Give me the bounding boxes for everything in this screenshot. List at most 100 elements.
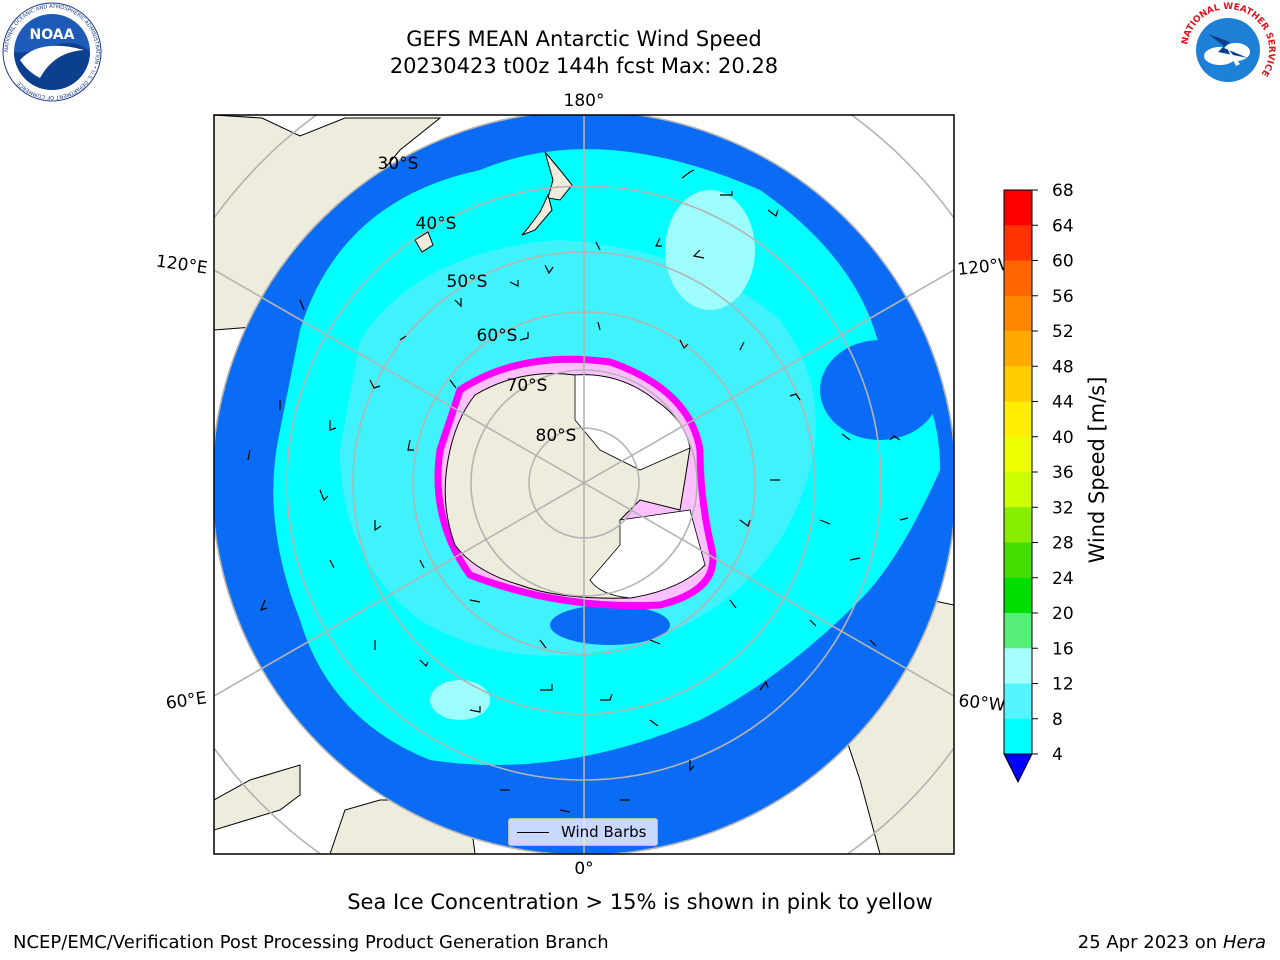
wind-barb [509,280,519,287]
nws-logo: NATIONAL WEATHER SERVICE [1179,1,1277,99]
wind-barb [369,379,381,389]
colorbar-tick-label: 12 [1052,675,1074,695]
wind-barb [299,299,305,311]
wind-barb [819,519,831,525]
legend-line-sample [517,832,549,833]
wind-barb [419,659,429,668]
colorbar-segment [1004,190,1032,226]
wind-barb [692,249,705,259]
colorbar-segment [1004,472,1032,508]
colorbar-segment [1004,225,1032,261]
noaa-logo: NATIONAL OCEANIC AND ATMOSPHERIC ADMINIS… [2,2,102,102]
wind-barb-legend: Wind Barbs [508,818,658,846]
colorbar-tick-label: 20 [1052,604,1074,624]
wind-barb [809,619,817,627]
wind-speed-16-20-patch-2 [430,680,490,720]
colorbar-segment [1004,295,1032,332]
lat-label-40s: 40°S [416,214,457,234]
lon-label-120e: 120°E [155,252,209,279]
colorbar-extend-arrow [1003,753,1033,784]
wind-barb [869,639,877,647]
wind-barb [841,433,851,441]
wind-speed-low-patch [820,340,940,440]
wind-barb [729,599,737,609]
wind-barb [759,680,769,691]
wind-barb [681,169,695,179]
colorbar-tick-label: 56 [1052,287,1074,307]
wind-barb [407,439,414,451]
colorbar-tick-label: 16 [1052,639,1074,659]
wind-barb [595,241,601,251]
wind-speed-low-patch-2 [550,605,670,645]
legend-label: Wind Barbs [561,823,647,841]
wind-barb [469,706,481,713]
wind-barb [329,559,335,569]
colorbar: 68 64 60 56 52 48 44 40 36 32 28 24 20 16 12 8 4 [1003,181,1074,784]
wind-barb [469,599,481,603]
colorbar-tick-label: 64 [1052,216,1074,236]
lon-label-0: 0° [574,859,593,879]
noaa-logo-text: NOAA [30,27,75,43]
colorbar-segment [1004,577,1032,614]
wind-speed-16-20-patch [665,190,755,310]
colorbar-tick-label: 44 [1052,393,1074,413]
colorbar-tick-label: 60 [1052,252,1074,272]
colorbar-segment [1004,683,1032,720]
tasmania [414,231,434,253]
colorbar-segment [1004,401,1032,438]
wind-barb [649,639,661,645]
wind-barb [899,517,909,521]
wind-barb [600,693,613,701]
lon-label-60w: 60°W [957,691,1006,716]
wind-barb [399,335,407,341]
colorbar-segment [1004,542,1032,579]
lon-label-180: 180° [564,91,605,111]
meridian-60e-120w [214,269,954,697]
colorbar-label: Wind Speed [m/s] [1085,376,1109,564]
wind-barb [449,379,457,389]
wind-barb [559,809,571,813]
colorbar-segment [1004,718,1032,755]
chart-subtitle: 20230423 t00z 144h fcst Max: 20.28 [389,54,779,78]
wind-barb [319,489,329,502]
wind-barb [597,321,601,331]
colorbar-tick-label: 8 [1052,710,1063,730]
new-zealand-south [521,193,553,236]
wind-barb [720,191,733,196]
wind-barb [519,332,529,341]
wind-barb [849,557,861,561]
wind-barb [767,209,779,217]
wind-barb [540,684,553,691]
wind-barb [539,639,547,649]
wind-barb [649,719,659,727]
wind-barb [259,599,268,611]
lat-label-80s: 80°S [536,426,577,446]
footer-org: NCEP/EMC/Verification Post Processing Pr… [13,932,609,953]
colorbar-tick-label: 36 [1052,463,1074,483]
colorbar-tick-label: 52 [1052,322,1074,342]
lat-label-50s: 50°S [447,272,488,292]
footer-host: Hera [1222,932,1266,953]
lon-label-60e: 60°E [165,688,208,713]
ross-ice-shelf [574,374,691,471]
colorbar-segment [1004,260,1032,297]
colorbar-tick-label: 32 [1052,498,1074,518]
lat-label-60s: 60°S [477,326,518,346]
wind-barb [739,519,751,527]
wind-barb [679,339,689,350]
map-frame [213,114,955,855]
colorbar-tick-label: 28 [1052,534,1074,554]
graticule [214,115,954,854]
wind-barb [739,341,745,351]
wind-barb [419,559,425,569]
wind-barb [789,393,801,401]
wind-barb [544,264,554,275]
wind-barbs [247,169,909,813]
colorbar-segment [1004,366,1032,402]
madagascar-landmass [214,764,301,831]
colorbar-tick-label: 4 [1052,745,1063,765]
colorbar-segment [1004,648,1032,684]
lat-label-70s: 70°S [507,376,548,396]
wind-barb [889,435,901,441]
